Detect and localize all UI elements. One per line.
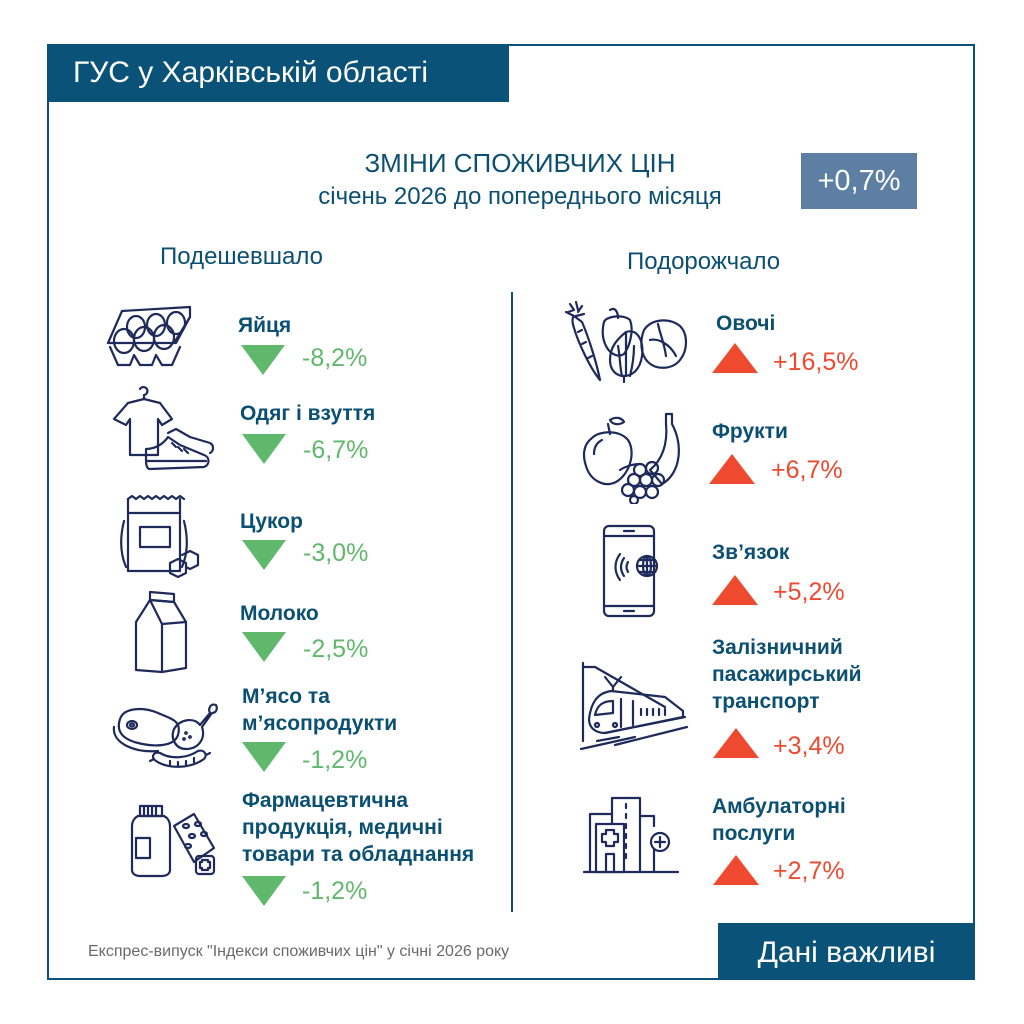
down-arrow-icon bbox=[242, 540, 286, 570]
item-value-eggs: -8,2% bbox=[302, 344, 368, 372]
clothes-shoes-icon bbox=[106, 385, 216, 480]
down-arrow-icon bbox=[241, 345, 285, 375]
down-arrow-icon bbox=[242, 632, 286, 662]
item-value-pharmacy: -1,2% bbox=[302, 877, 368, 905]
source-note: Експрес-випуск "Індекси споживчих цін" у… bbox=[88, 943, 510, 960]
cheaper-heading: Подешевшало bbox=[160, 243, 323, 270]
item-label-train-line-1: Залізничний bbox=[712, 636, 843, 659]
smartphone-icon bbox=[602, 524, 662, 625]
item-label-clinic-line-2: послуги bbox=[712, 822, 796, 845]
item-label-vegetables: Овочі bbox=[716, 312, 776, 335]
item-label-pharmacy-line-2: продукція, медичні bbox=[242, 816, 443, 839]
milk-carton-icon bbox=[130, 588, 190, 679]
up-arrow-icon bbox=[713, 855, 759, 885]
item-label-meat: М’ясо та м’ясопродукти bbox=[242, 683, 397, 737]
fruits-icon bbox=[580, 410, 690, 509]
train-icon bbox=[575, 657, 690, 758]
item-value-train: +3,4% bbox=[773, 732, 845, 760]
meat-icon bbox=[110, 695, 220, 780]
item-label-pharmacy-line-1: Фармацевтична bbox=[242, 789, 409, 812]
item-label-fruits: Фрукти bbox=[712, 420, 788, 443]
page-title: ЗМІНИ СПОЖИВЧИХ ЦІН січень 2026 до попер… bbox=[260, 146, 780, 214]
item-label-milk: Молоко bbox=[240, 602, 319, 625]
item-value-meat: -1,2% bbox=[302, 746, 368, 774]
column-divider bbox=[511, 292, 513, 912]
item-value-milk: -2,5% bbox=[303, 635, 369, 663]
item-label-clothes: Одяг і взуття bbox=[240, 402, 376, 425]
egg-carton-icon bbox=[104, 303, 196, 380]
down-arrow-icon bbox=[242, 434, 286, 464]
clinic-icon bbox=[582, 796, 682, 881]
org-header: ГУС у Харківській області bbox=[47, 44, 509, 102]
item-value-fruits: +6,7% bbox=[771, 456, 843, 484]
title-line-2: січень 2026 до попереднього місяця bbox=[318, 183, 722, 210]
total-change-badge: +0,7% bbox=[801, 153, 917, 209]
item-label-sugar: Цукор bbox=[240, 510, 303, 533]
item-label-pharmacy-line-3: товари та обладнання bbox=[242, 843, 475, 866]
up-arrow-icon bbox=[713, 728, 759, 758]
down-arrow-icon bbox=[242, 742, 286, 772]
down-arrow-icon bbox=[242, 876, 286, 906]
item-label-pharmacy: Фармацевтична продукція, медичні товари … bbox=[242, 787, 474, 868]
up-arrow-icon bbox=[712, 575, 758, 605]
item-value-clinic: +2,7% bbox=[773, 857, 845, 885]
pricier-heading: Подорожчало bbox=[627, 248, 781, 275]
title-line-1: ЗМІНИ СПОЖИВЧИХ ЦІН bbox=[364, 148, 676, 178]
item-value-clothes: -6,7% bbox=[303, 436, 369, 464]
item-label-communication: Зв’язок bbox=[712, 541, 790, 564]
item-value-communication: +5,2% bbox=[773, 578, 845, 606]
vegetables-icon bbox=[560, 300, 690, 395]
slogan-band: Дані важливі bbox=[718, 923, 975, 980]
item-label-train-line-2: пасажирський bbox=[712, 663, 862, 686]
pharmacy-icon bbox=[130, 800, 220, 889]
item-value-sugar: -3,0% bbox=[303, 539, 369, 567]
item-label-clinic: Амбулаторні послуги bbox=[712, 793, 846, 847]
item-value-vegetables: +16,5% bbox=[773, 348, 859, 376]
item-label-train: Залізничний пасажирський транспорт bbox=[712, 634, 862, 715]
item-label-clinic-line-1: Амбулаторні bbox=[712, 795, 846, 818]
sugar-bag-icon bbox=[120, 493, 200, 584]
item-label-eggs: Яйця bbox=[238, 314, 292, 337]
item-label-train-line-3: транспорт bbox=[712, 690, 820, 713]
item-label-meat-line-1: М’ясо та bbox=[242, 685, 330, 708]
item-label-meat-line-2: м’ясопродукти bbox=[242, 712, 398, 735]
up-arrow-icon bbox=[712, 343, 758, 373]
up-arrow-icon bbox=[709, 454, 755, 484]
